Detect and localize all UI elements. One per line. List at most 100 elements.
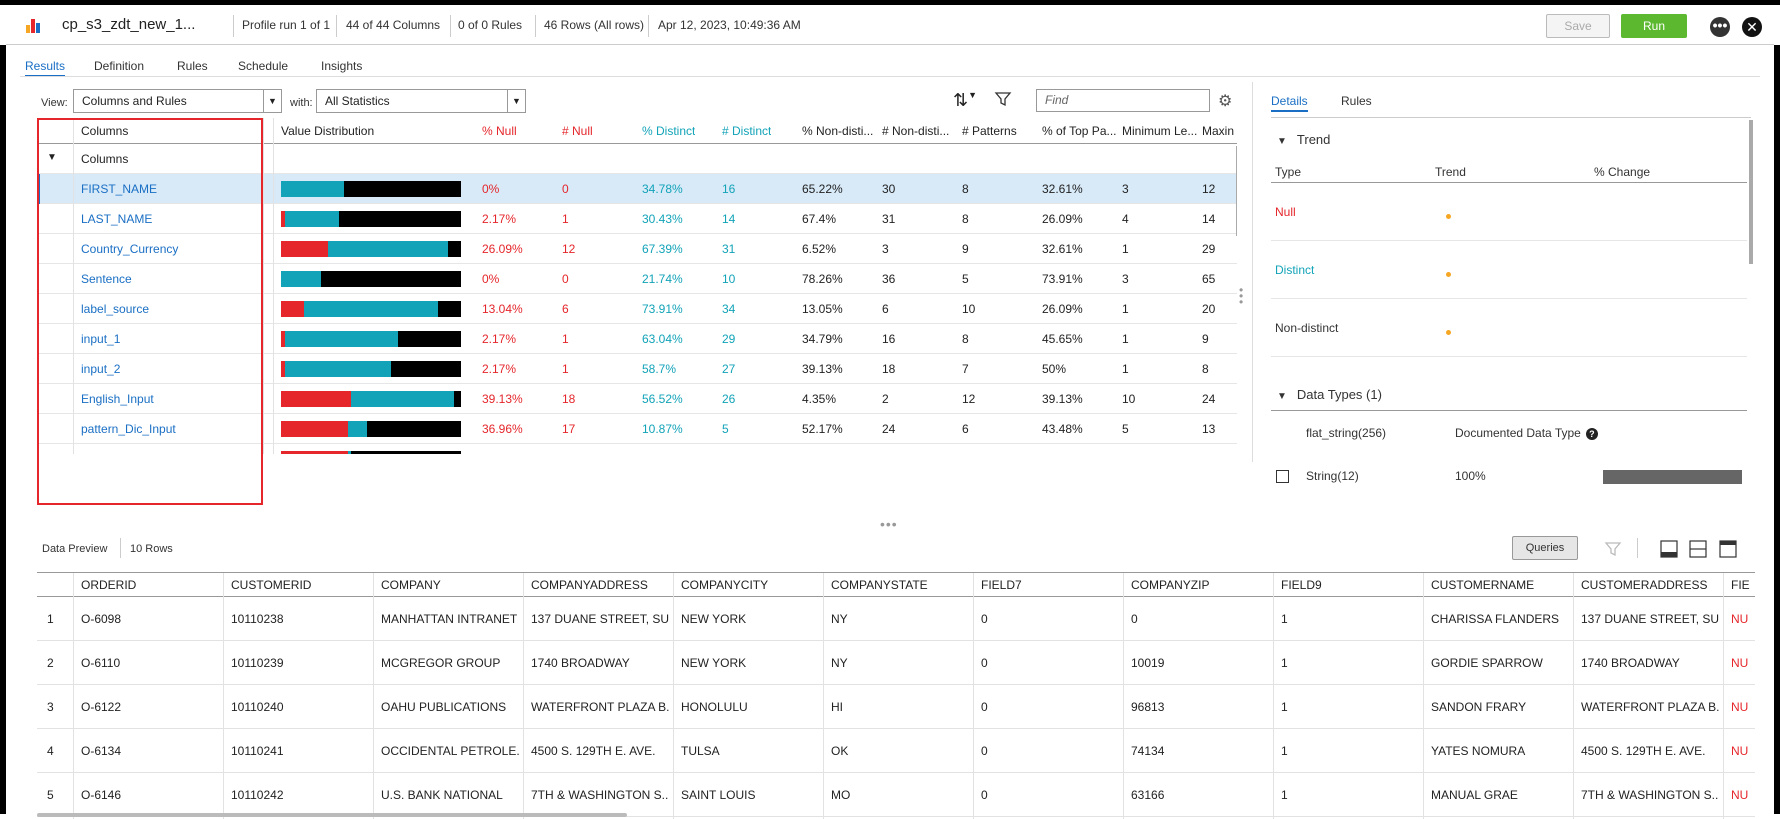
vertical-splitter-handle[interactable]: • • • xyxy=(1239,283,1244,309)
preview-col-header[interactable]: FIELD7 xyxy=(981,578,1022,592)
column-name-link[interactable]: FIRST_NAME xyxy=(81,182,158,196)
close-icon[interactable]: ✕ xyxy=(1742,17,1762,37)
cell-nnull: 18 xyxy=(562,392,576,406)
table-row[interactable]: 5 O-6146 10110242 U.S. BANK NATIONAL 7TH & W… xyxy=(37,773,1755,817)
col-header-pct-distinct[interactable]: % Distinct xyxy=(642,124,696,138)
tab-rules-details[interactable]: Rules xyxy=(1341,94,1372,108)
table-row[interactable]: FIRST_NAME 0% 0 34.78% 16 65.22% 30 8 32.61% 3 12 xyxy=(37,174,1237,204)
col-header-pct-nondistinct[interactable]: % Non-disti... xyxy=(802,124,874,138)
table-row[interactable]: Email_ip 36.96% 17 2.17% 1 60.87% 28 2 63.04% 21 2… xyxy=(37,444,1237,454)
preview-col-header[interactable]: CUSTOMERADDRESS xyxy=(1581,578,1708,592)
collapse-triangle-icon[interactable]: ▼ xyxy=(47,152,57,163)
table-row[interactable]: input_1 2.17% 1 63.04% 29 34.79% 16 8 45.65% 1 9 xyxy=(37,324,1237,354)
col-header-num-nondistinct[interactable]: # Non-disti... xyxy=(882,124,950,138)
cell-ndist: 1 xyxy=(722,452,729,454)
divider xyxy=(1271,356,1747,357)
columns-count: 44 of 44 Columns xyxy=(346,18,441,32)
tab-results[interactable]: Results xyxy=(25,59,66,77)
more-options-icon[interactable]: ••• xyxy=(1710,17,1730,37)
table-row[interactable]: 4 O-6134 10110241 OCCIDENTAL PETROLE... 4500… xyxy=(37,729,1755,773)
columns-group-row[interactable]: ▼ Columns xyxy=(37,144,1237,174)
table-row[interactable]: 3 O-6122 10110240 OAHU PUBLICATIONS WATERFRO… xyxy=(37,685,1755,729)
null-segment xyxy=(281,421,348,437)
run-button[interactable]: Run xyxy=(1621,14,1687,38)
col-header-max-length[interactable]: Maxin xyxy=(1202,124,1235,138)
preview-cell: 1 xyxy=(1281,700,1288,714)
vertical-scrollbar[interactable] xyxy=(1749,120,1753,264)
col-header-value-distribution[interactable]: Value Distribution xyxy=(281,124,375,138)
save-button[interactable]: Save xyxy=(1546,14,1610,38)
column-name-link[interactable]: input_2 xyxy=(81,362,121,376)
tab-schedule[interactable]: Schedule xyxy=(238,59,289,73)
preview-col-header[interactable]: FIE xyxy=(1731,578,1750,592)
tab-details[interactable]: Details xyxy=(1271,94,1308,112)
col-header-num-null[interactable]: # Null xyxy=(562,124,593,138)
column-name-link[interactable]: LAST_NAME xyxy=(81,212,153,226)
horizontal-splitter-handle[interactable]: ••• xyxy=(880,516,898,532)
preview-col-header[interactable]: COMPANYCITY xyxy=(681,578,769,592)
distinct-segment xyxy=(281,181,344,197)
col-header-columns[interactable]: Columns xyxy=(81,124,129,138)
table-row[interactable]: English_Input 39.13% 18 56.52% 26 4.35% 2 12 39.… xyxy=(37,384,1237,414)
vertical-scrollbar[interactable] xyxy=(1236,146,1237,236)
statistics-select[interactable]: All Statistics ▼ xyxy=(316,89,526,113)
table-row[interactable]: input_2 2.17% 1 58.7% 27 39.13% 18 7 50% 1 8 xyxy=(37,354,1237,384)
view-select[interactable]: Columns and Rules ▼ xyxy=(73,89,282,113)
cell-ptop: 26.09% xyxy=(1042,302,1083,316)
filter-icon[interactable] xyxy=(1604,540,1622,558)
col-header-pct-null[interactable]: % Null xyxy=(482,124,517,138)
cell-minl: 1 xyxy=(1122,362,1129,376)
sort-icon[interactable]: ⇅▼ xyxy=(953,90,978,110)
col-header-min-length[interactable]: Minimum Le... xyxy=(1122,124,1198,138)
column-name-link[interactable]: input_1 xyxy=(81,332,121,346)
data-types-section-header[interactable]: ▼ Data Types (1) xyxy=(1277,387,1382,402)
trend-title: Trend xyxy=(1296,132,1331,147)
find-input[interactable]: Find xyxy=(1036,89,1210,112)
preview-col-header[interactable]: COMPANY xyxy=(381,578,441,592)
layout-bottom-icon[interactable] xyxy=(1660,540,1678,558)
gear-icon[interactable]: ⚙ xyxy=(1218,93,1233,110)
col-header-pct-top-pattern[interactable]: % of Top Pa... xyxy=(1042,124,1117,138)
table-row[interactable]: pattern_Dic_Input 36.96% 17 10.87% 5 52.17% 24… xyxy=(37,414,1237,444)
table-row[interactable]: Sentence 0% 0 21.74% 10 78.26% 36 5 73.91% 3 65 xyxy=(37,264,1237,294)
tab-rules[interactable]: Rules xyxy=(177,59,208,73)
table-row[interactable]: 1 O-6098 10110238 MANHATTAN INTRANET 137 DUA… xyxy=(37,597,1755,641)
grid-header: Columns Value Distribution % Null # Null… xyxy=(37,118,1237,144)
table-row[interactable]: 2 O-6110 10110239 MCGREGOR GROUP 1740 BROADW… xyxy=(37,641,1755,685)
preview-col-header[interactable]: CUSTOMERNAME xyxy=(1431,578,1535,592)
column-name-link[interactable]: Sentence xyxy=(81,272,132,286)
col-header-patterns[interactable]: # Patterns xyxy=(962,124,1017,138)
divider xyxy=(273,118,274,454)
preview-cell: 0 xyxy=(981,612,988,626)
table-row[interactable]: label_source 13.04% 6 73.91% 34 13.05% 6 10 26.0… xyxy=(37,294,1237,324)
data-type-checkbox[interactable] xyxy=(1276,470,1289,483)
collapse-triangle-icon[interactable]: ▼ xyxy=(1277,391,1287,402)
preview-col-header[interactable]: COMPANYZIP xyxy=(1131,578,1210,592)
layout-top-icon[interactable] xyxy=(1719,540,1737,558)
column-name-link[interactable]: label_source xyxy=(81,302,150,316)
queries-button[interactable]: Queries xyxy=(1512,536,1578,560)
horizontal-scrollbar[interactable] xyxy=(37,813,627,817)
column-name-link[interactable]: Email_ip xyxy=(81,452,127,454)
preview-col-header[interactable]: FIELD9 xyxy=(1281,578,1322,592)
column-name-link[interactable]: English_Input xyxy=(81,392,154,406)
preview-col-header[interactable]: CUSTOMERID xyxy=(231,578,312,592)
col-header-num-distinct[interactable]: # Distinct xyxy=(722,124,772,138)
tab-insights[interactable]: Insights xyxy=(321,59,363,73)
null-segment xyxy=(281,391,352,407)
cell-nnull: 0 xyxy=(562,182,569,196)
collapse-triangle-icon[interactable]: ▼ xyxy=(1277,136,1287,147)
table-row[interactable]: LAST_NAME 2.17% 1 30.43% 14 67.4% 31 8 26.09% 4 14 xyxy=(37,204,1237,234)
cell-pnull: 26.09% xyxy=(482,242,523,256)
preview-col-header[interactable]: COMPANYSTATE xyxy=(831,578,928,592)
preview-col-header[interactable]: COMPANYADDRESS xyxy=(531,578,648,592)
table-row[interactable]: Country_Currency 26.09% 12 67.39% 31 6.52% 3 9 3… xyxy=(37,234,1237,264)
preview-col-header[interactable]: ORDERID xyxy=(81,578,137,592)
column-name-link[interactable]: pattern_Dic_Input xyxy=(81,422,176,436)
help-icon[interactable]: ? xyxy=(1585,427,1598,440)
trend-section-header[interactable]: ▼ Trend xyxy=(1277,132,1330,147)
layout-split-icon[interactable] xyxy=(1689,540,1707,558)
tab-definition[interactable]: Definition xyxy=(94,59,145,73)
filter-icon[interactable] xyxy=(994,90,1012,108)
column-name-link[interactable]: Country_Currency xyxy=(81,242,179,256)
